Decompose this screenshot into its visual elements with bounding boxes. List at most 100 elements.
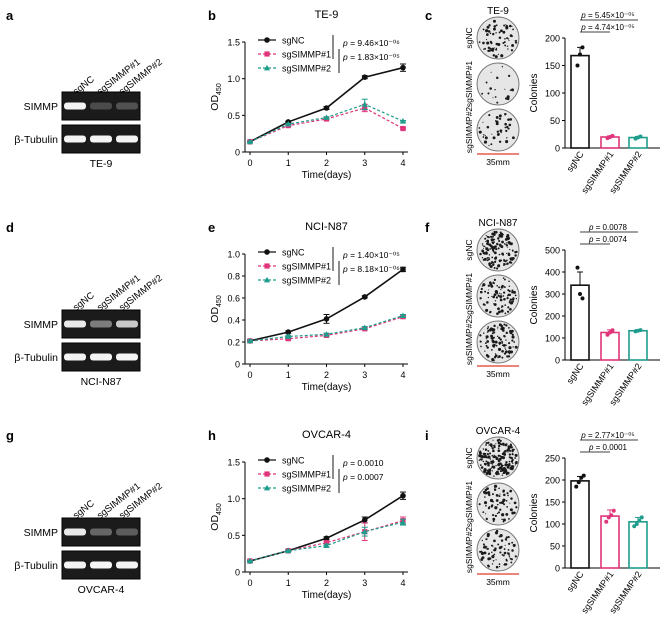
colony-dot	[488, 49, 491, 52]
colony-dot	[511, 333, 514, 336]
colony-dot	[499, 298, 503, 302]
colony-dot	[505, 443, 508, 446]
colony-dot	[507, 535, 510, 539]
colony-dot	[511, 25, 513, 27]
colony-dot	[510, 301, 514, 305]
colony-dot	[508, 39, 510, 42]
colony-dot	[509, 449, 512, 453]
colony-dot	[493, 232, 496, 234]
y-tick-label: 200	[545, 312, 560, 322]
y-tick-label: 1.0	[227, 74, 240, 84]
colony-dot	[503, 554, 505, 556]
colony-dot	[495, 267, 499, 270]
colony-dot	[498, 457, 502, 461]
colony-dot	[491, 339, 495, 343]
colony-dot	[498, 473, 500, 475]
x-tick-label: sgNC	[565, 149, 586, 174]
colony-dot	[486, 33, 489, 36]
colony-dot	[484, 290, 487, 293]
colony-dot	[487, 506, 491, 510]
colony-dot	[485, 338, 487, 340]
panel-letter: e	[208, 220, 215, 235]
colony-dot	[495, 443, 497, 445]
colony-dot	[498, 355, 501, 358]
bar	[600, 515, 620, 569]
colony-dot	[504, 463, 508, 467]
colony-dot	[488, 492, 490, 494]
y-tick-label: 150	[545, 498, 560, 508]
dish-group-label: OVCAR-4	[476, 426, 521, 437]
colony-dot	[491, 47, 495, 51]
colony-dot	[480, 551, 485, 555]
western-blot-panel-a: asgNCsgSIMMP#1sgSIMMP#2SIMMPβ-TubulinTE-…	[6, 8, 165, 170]
colony-dot	[493, 445, 496, 449]
colony-dot	[492, 439, 494, 441]
colony-dot	[504, 538, 507, 541]
colony-dot	[503, 563, 507, 566]
colony-dot	[503, 466, 506, 470]
colony-dot	[513, 341, 516, 343]
colony-dot	[508, 517, 510, 520]
colony-dot	[492, 560, 495, 562]
culture-dish	[476, 108, 520, 152]
colony-dot	[504, 347, 506, 349]
legend-label: sgNC	[282, 36, 305, 46]
colony-dot	[489, 248, 492, 250]
colony-dot	[500, 245, 504, 249]
culture-dish	[476, 16, 520, 60]
data-point	[247, 557, 253, 564]
colony-dot	[504, 126, 507, 129]
colony-dot	[500, 54, 504, 58]
colony-dot	[481, 285, 484, 287]
panel-letter: f	[425, 220, 430, 235]
colony-dot	[502, 467, 504, 469]
colony-dot	[508, 300, 511, 303]
colony-dot	[503, 297, 506, 301]
colony-dot	[491, 563, 494, 565]
legend-marker	[264, 37, 270, 43]
colony-dot	[503, 334, 506, 338]
colony-dot	[502, 489, 505, 493]
colony-dot	[506, 297, 509, 300]
blot-band	[90, 102, 112, 110]
bar	[570, 284, 590, 361]
data-point	[323, 114, 330, 120]
colony-dot	[501, 349, 504, 353]
data-point	[247, 138, 253, 145]
dish-label: sgNC	[464, 27, 474, 48]
colony-dot	[488, 114, 491, 117]
colony-dot	[480, 345, 482, 348]
legend-label: sgSIMMP#1	[282, 50, 331, 60]
colony-dot	[505, 26, 509, 30]
colony-dot	[485, 234, 487, 237]
colony-dot	[483, 544, 485, 546]
legend-marker	[264, 457, 270, 463]
dish-label: sgSIMMP#2	[464, 527, 474, 574]
colony-dot	[502, 277, 505, 279]
colony-dot	[505, 129, 508, 133]
data-point	[400, 266, 406, 273]
colony-dot	[510, 446, 513, 449]
colony-dot	[506, 448, 510, 452]
data-point	[285, 333, 292, 339]
colony-dot	[493, 553, 496, 556]
colony-dot	[489, 327, 493, 331]
colony-dot	[485, 240, 487, 242]
colony-dot	[481, 256, 484, 259]
colony-dot	[487, 463, 490, 467]
colony-dot	[504, 312, 507, 315]
colony-dot	[500, 29, 503, 33]
colony-dot	[494, 484, 498, 488]
colony-dot	[504, 304, 507, 306]
colony-dot	[486, 248, 490, 252]
colony-dot	[485, 251, 488, 253]
colony-dot	[485, 444, 487, 446]
colony-dot	[511, 450, 514, 453]
data-point	[639, 515, 644, 520]
colony-dot	[478, 41, 481, 44]
colony-dot	[481, 539, 483, 542]
colony-dot	[485, 442, 488, 444]
colony-dot	[483, 551, 487, 555]
data-point	[323, 542, 330, 548]
colony-dot	[495, 42, 499, 46]
